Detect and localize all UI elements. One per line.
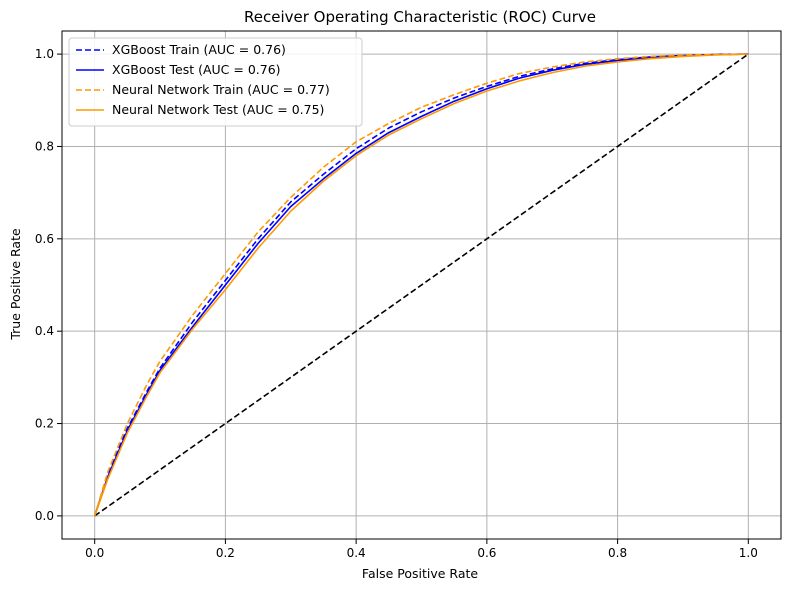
y-tick-label: 0.2 bbox=[35, 417, 54, 431]
x-tick-label: 1.0 bbox=[739, 546, 758, 560]
reference-diagonal bbox=[94, 53, 749, 517]
series-line-3 bbox=[93, 53, 749, 517]
legend-box bbox=[68, 37, 363, 127]
series-lines bbox=[93, 53, 749, 517]
x-tick-label: 0.2 bbox=[216, 546, 235, 560]
plot-area-frame bbox=[61, 30, 782, 540]
y-tick-label: 0.4 bbox=[35, 324, 54, 338]
x-tick-label: 0.0 bbox=[85, 546, 104, 560]
series-line-2 bbox=[93, 53, 749, 517]
series-line-1 bbox=[93, 53, 749, 517]
legend-label-0: XGBoost Train (AUC = 0.76) bbox=[112, 42, 286, 57]
x-tick-label: 0.6 bbox=[477, 546, 496, 560]
axis-ticks: 0.0 0.2 0.4 0.6 0.8 1.0 0.0 0.2 0.4 0.6 0.8 1.0 bbox=[35, 47, 758, 560]
y-tick-label: 0.8 bbox=[35, 139, 54, 153]
chart-title: Receiver Operating Characteristic (ROC) … bbox=[244, 8, 596, 26]
y-axis-label: True Positive Rate bbox=[8, 228, 23, 341]
legend-label-2: Neural Network Train (AUC = 0.77) bbox=[112, 82, 330, 97]
y-tick-label: 1.0 bbox=[35, 47, 54, 61]
y-tick-label: 0.0 bbox=[35, 509, 54, 523]
legend-label-3: Neural Network Test (AUC = 0.75) bbox=[112, 102, 324, 117]
legend-label-1: XGBoost Test (AUC = 0.76) bbox=[112, 62, 281, 77]
y-tick-label: 0.6 bbox=[35, 232, 54, 246]
x-axis-label: False Positive Rate bbox=[362, 566, 478, 581]
x-tick-label: 0.8 bbox=[608, 546, 627, 560]
reference-diagonal-line bbox=[94, 53, 749, 517]
legend: XGBoost Train (AUC = 0.76) XGBoost Test (… bbox=[68, 37, 363, 127]
x-tick-label: 0.4 bbox=[347, 546, 366, 560]
